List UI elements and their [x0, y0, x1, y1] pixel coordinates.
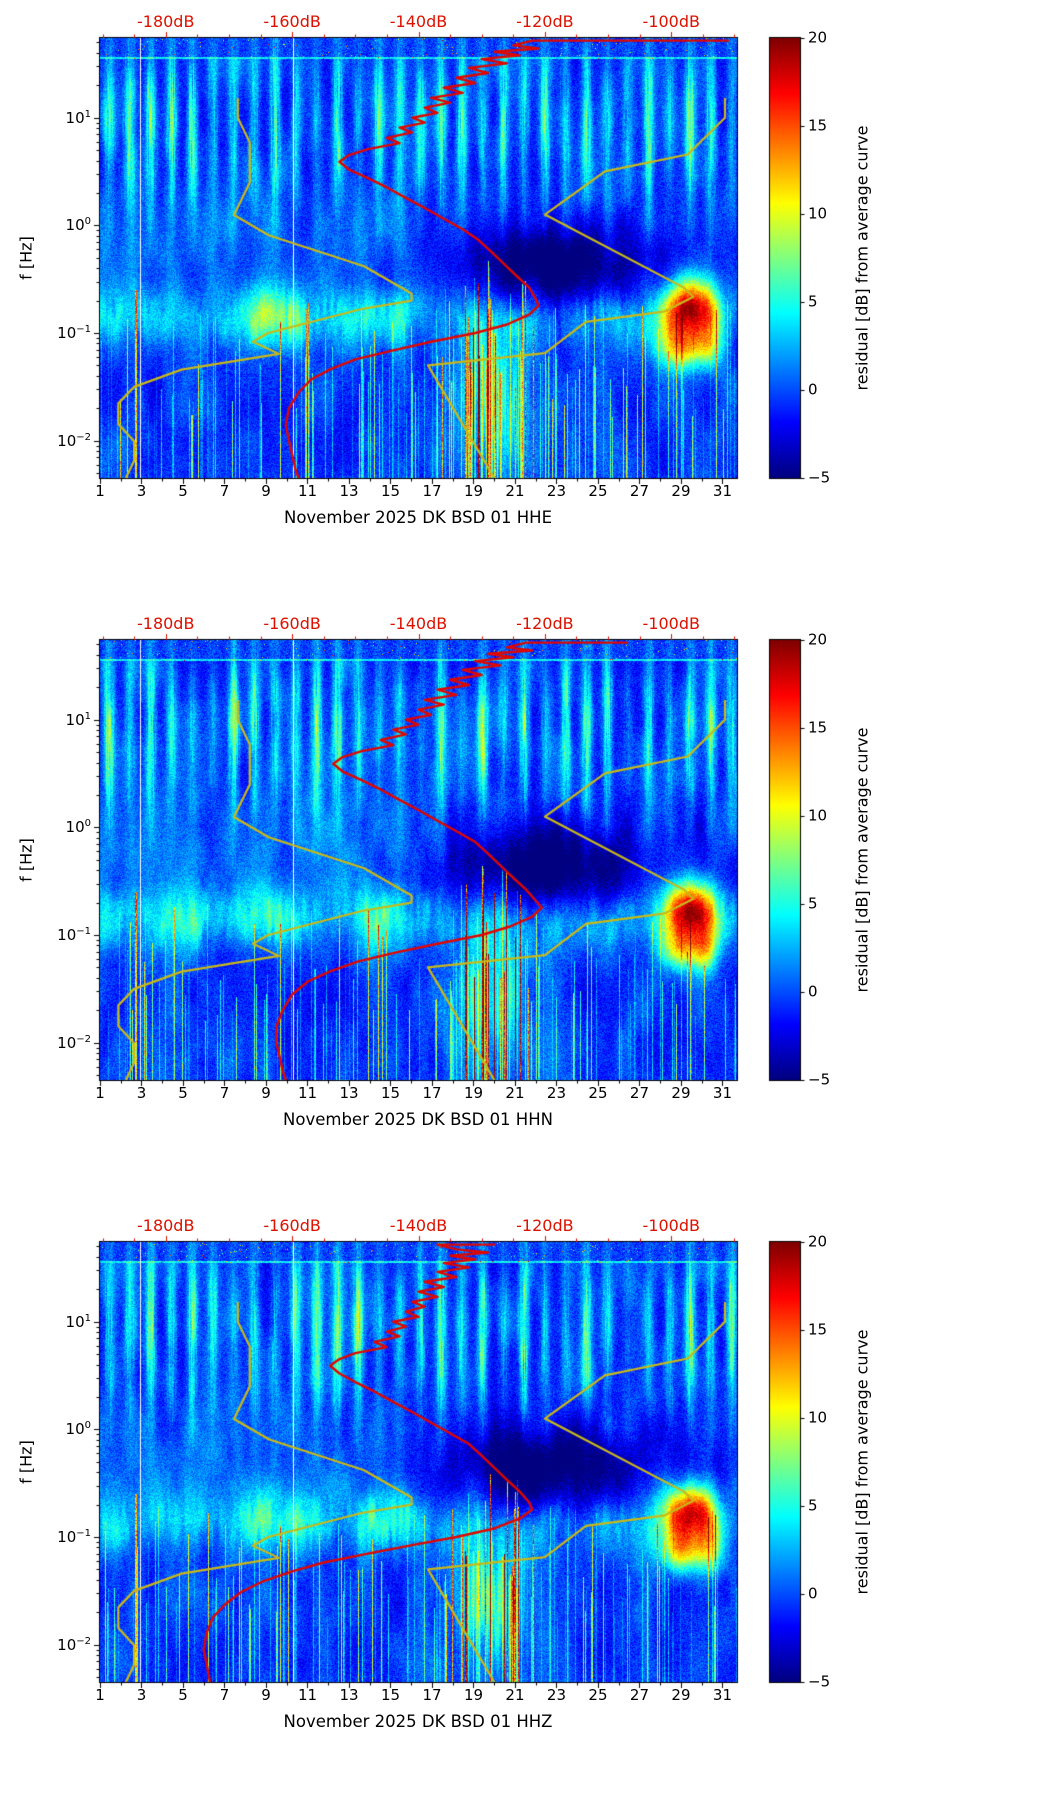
spectrogram-panel-hhe: -180dB -160dB -140dB -120dB -100dB 1 3 5 7 9 11 13… — [0, 0, 1052, 602]
y-axis-title: f [Hz] — [16, 838, 36, 882]
x-axis-title: November 2025 DK BSD 01 HHE — [283, 508, 553, 527]
spectrogram-canvas-hhe — [0, 0, 1052, 602]
colorbar-title: residual [dB] from average curve — [852, 125, 872, 391]
y-axis-title: f [Hz] — [16, 1440, 36, 1484]
x-axis-title: November 2025 DK BSD 01 HHZ — [283, 1712, 553, 1731]
spectrogram-canvas-hhz — [0, 1204, 1052, 1806]
x-axis-title: November 2025 DK BSD 01 HHN — [283, 1110, 553, 1129]
colorbar-title: residual [dB] from average curve — [852, 1329, 872, 1595]
colorbar-title: residual [dB] from average curve — [852, 727, 872, 993]
spectrogram-canvas-hhn — [0, 602, 1052, 1204]
spectrogram-panel-hhz: -180dB -160dB -140dB -120dB -100dB 1 3 5 7 9 11 13… — [0, 1204, 1052, 1806]
spectrogram-panel-hhn: -180dB -160dB -140dB -120dB -100dB 1 3 5 7 9 11 13… — [0, 602, 1052, 1204]
y-axis-title: f [Hz] — [16, 236, 36, 280]
